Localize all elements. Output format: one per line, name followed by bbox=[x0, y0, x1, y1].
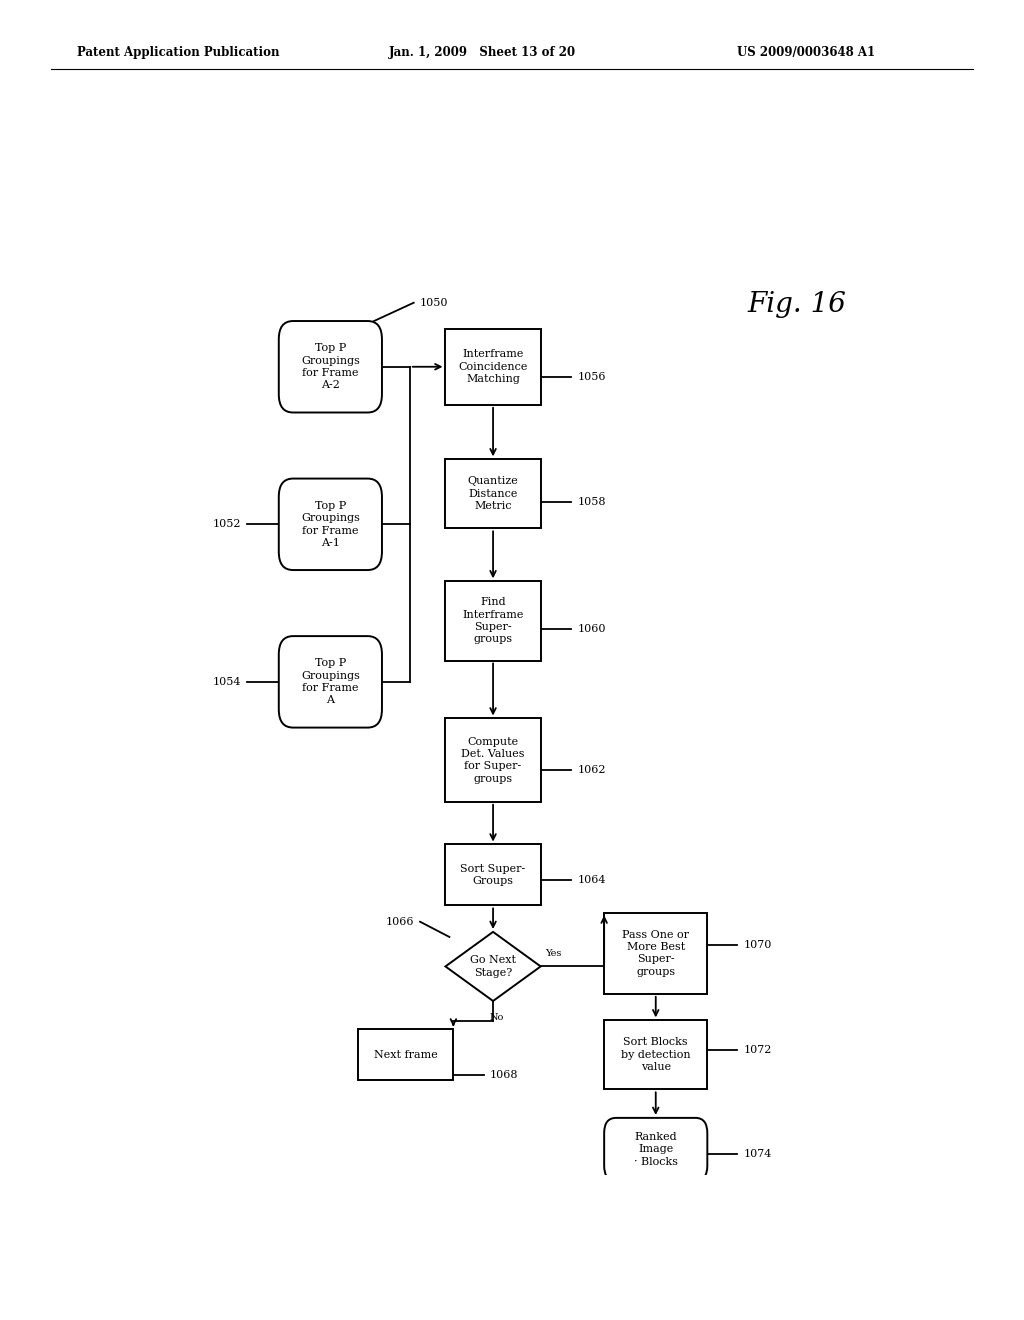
FancyBboxPatch shape bbox=[279, 479, 382, 570]
Bar bbox=[445, 329, 541, 405]
Bar bbox=[445, 718, 541, 801]
Text: Interframe
Coincidence
Matching: Interframe Coincidence Matching bbox=[459, 350, 527, 384]
Text: 1068: 1068 bbox=[489, 1071, 518, 1080]
Text: 1050: 1050 bbox=[420, 298, 449, 308]
Text: Sort Blocks
by detection
value: Sort Blocks by detection value bbox=[621, 1038, 690, 1072]
Text: No: No bbox=[489, 1014, 504, 1022]
Bar bbox=[604, 912, 708, 994]
Text: 1070: 1070 bbox=[743, 940, 772, 950]
Text: Patent Application Publication: Patent Application Publication bbox=[77, 46, 280, 59]
FancyBboxPatch shape bbox=[279, 321, 382, 412]
Text: Go Next
Stage?: Go Next Stage? bbox=[470, 956, 516, 978]
Text: US 2009/0003648 A1: US 2009/0003648 A1 bbox=[737, 46, 876, 59]
Text: 1052: 1052 bbox=[212, 519, 241, 529]
Text: Top P
Groupings
for Frame
A-2: Top P Groupings for Frame A-2 bbox=[301, 343, 359, 391]
Text: Top P
Groupings
for Frame
A: Top P Groupings for Frame A bbox=[301, 659, 359, 705]
Text: Quantize
Distance
Metric: Quantize Distance Metric bbox=[468, 477, 518, 511]
Bar bbox=[445, 845, 541, 906]
Text: 1058: 1058 bbox=[578, 496, 605, 507]
Text: Compute
Det. Values
for Super-
groups: Compute Det. Values for Super- groups bbox=[461, 737, 525, 784]
Text: 1054: 1054 bbox=[212, 677, 241, 686]
Text: 1066: 1066 bbox=[385, 916, 414, 927]
Text: 1074: 1074 bbox=[743, 1150, 772, 1159]
FancyBboxPatch shape bbox=[279, 636, 382, 727]
Text: Ranked
Image
· Blocks: Ranked Image · Blocks bbox=[634, 1133, 678, 1167]
Text: Jan. 1, 2009   Sheet 13 of 20: Jan. 1, 2009 Sheet 13 of 20 bbox=[389, 46, 577, 59]
Text: Yes: Yes bbox=[545, 949, 561, 958]
Text: 1064: 1064 bbox=[578, 875, 605, 884]
Text: Top P
Groupings
for Frame
A-1: Top P Groupings for Frame A-1 bbox=[301, 500, 359, 548]
Bar bbox=[445, 581, 541, 660]
Text: Sort Super-
Groups: Sort Super- Groups bbox=[461, 863, 525, 886]
Polygon shape bbox=[445, 932, 541, 1001]
Text: Fig. 16: Fig. 16 bbox=[748, 290, 846, 318]
Text: Find
Interframe
Super-
groups: Find Interframe Super- groups bbox=[463, 597, 523, 644]
Text: 1062: 1062 bbox=[578, 766, 605, 775]
Text: 1056: 1056 bbox=[578, 372, 605, 381]
Bar bbox=[445, 459, 541, 528]
Text: 1060: 1060 bbox=[578, 624, 605, 634]
FancyBboxPatch shape bbox=[604, 1118, 708, 1181]
Text: Pass One or
More Best
Super-
groups: Pass One or More Best Super- groups bbox=[623, 929, 689, 977]
Bar bbox=[604, 1020, 708, 1089]
Text: 1072: 1072 bbox=[743, 1045, 772, 1055]
Bar bbox=[358, 1030, 454, 1080]
Text: Next frame: Next frame bbox=[374, 1049, 437, 1060]
